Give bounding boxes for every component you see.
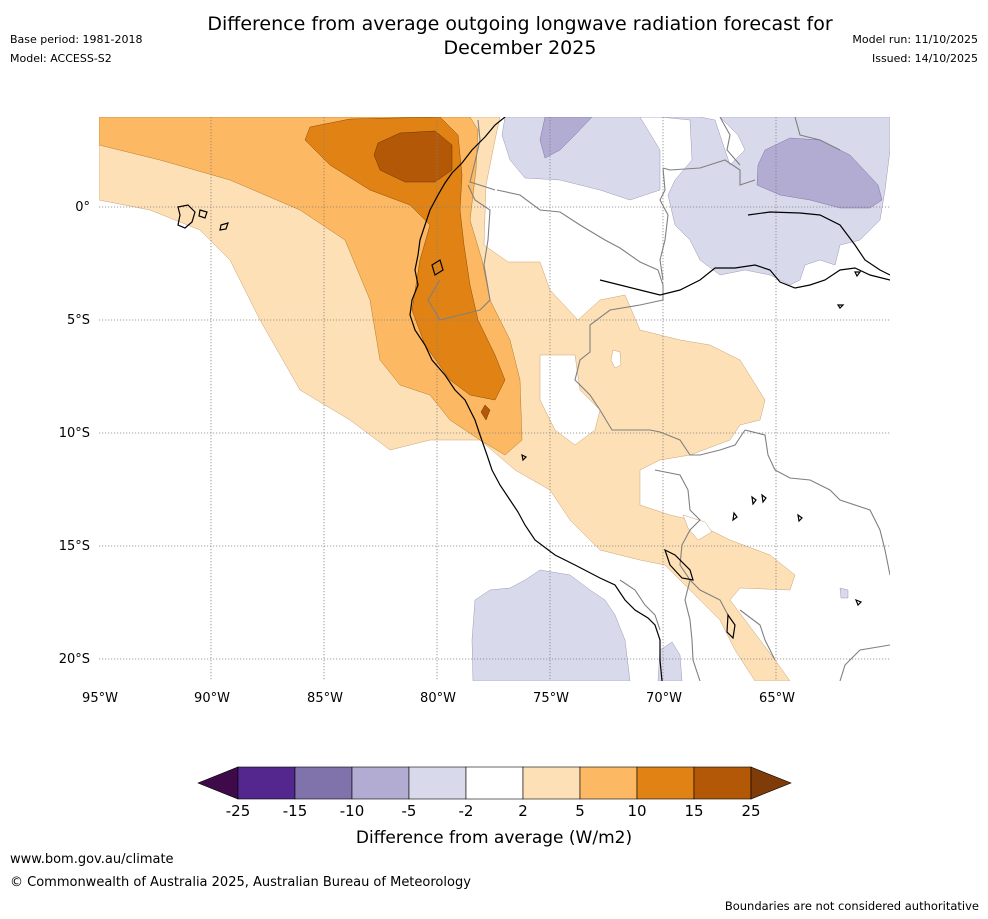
colorbar-title: Difference from average (W/m2) bbox=[356, 828, 632, 848]
anomaly-region-minus5-to-minus2 bbox=[657, 641, 683, 681]
title-line-2: December 2025 bbox=[443, 37, 597, 59]
anomaly-region-minus5-to-minus2 bbox=[839, 587, 849, 599]
lon-label: 90°W bbox=[194, 691, 230, 706]
model-run-text: Model run: 11/10/2025 bbox=[852, 33, 978, 46]
model-name-text: Model: ACCESS-S2 bbox=[10, 52, 112, 65]
title-line-1: Difference from average outgoing longwav… bbox=[207, 13, 833, 35]
lon-label: 80°W bbox=[420, 691, 456, 706]
colorbar-tick-label: 10 bbox=[627, 802, 646, 820]
issued-date-text: Issued: 14/10/2025 bbox=[871, 52, 978, 65]
lon-label: 95°W bbox=[82, 691, 118, 706]
colorbar-tick-label: -5 bbox=[402, 802, 417, 820]
colorbar-extend-high bbox=[750, 766, 792, 800]
latitude-labels: 0° 5°S 10°S 15°S 20°S bbox=[59, 200, 90, 667]
colorbar-swatch bbox=[465, 766, 524, 800]
anomaly-region-minus10-to-minus5 bbox=[539, 117, 593, 159]
colorbar-tick-label: 2 bbox=[518, 802, 528, 820]
base-period-text: Base period: 1981-2018 bbox=[10, 33, 143, 46]
lon-label: 70°W bbox=[646, 691, 682, 706]
anomaly-region-minus5-to-minus2 bbox=[501, 117, 661, 201]
near-zero-region bbox=[682, 514, 713, 541]
colorbar-swatch bbox=[636, 766, 695, 800]
anomaly-region-15-to-25 bbox=[373, 130, 453, 183]
colorbar-tick-label: 15 bbox=[684, 802, 703, 820]
lat-label: 15°S bbox=[59, 539, 90, 554]
colorbar-tick-label: 5 bbox=[575, 802, 585, 820]
lon-label: 75°W bbox=[533, 691, 569, 706]
anomaly-region-15-to-25 bbox=[480, 404, 491, 421]
colorbar-legend: -25 -15 -10 -5 -2 2 5 10 15 25 Differenc… bbox=[197, 766, 792, 848]
colorbar-swatch bbox=[294, 766, 353, 800]
colorbar-tick-label: -2 bbox=[459, 802, 474, 820]
website-link[interactable]: www.bom.gov.au/climate bbox=[10, 852, 174, 867]
colorbar-swatch bbox=[579, 766, 638, 800]
near-zero-region bbox=[610, 349, 622, 369]
colorbar-tick-label: -10 bbox=[340, 802, 365, 820]
coastline bbox=[177, 117, 890, 681]
anomaly-region-10-to-15 bbox=[304, 117, 506, 401]
map-panel bbox=[99, 117, 890, 681]
colorbar-swatch bbox=[522, 766, 581, 800]
colorbar-extend-low bbox=[197, 766, 239, 800]
lat-label: 10°S bbox=[59, 426, 90, 441]
longitude-labels: 95°W 90°W 85°W 80°W 75°W 70°W 65°W bbox=[82, 691, 795, 706]
lat-label: 0° bbox=[75, 200, 90, 215]
colorbar-tick-label: -25 bbox=[226, 802, 251, 820]
colorbar-tick-label: 25 bbox=[741, 802, 760, 820]
anomaly-region-minus5-to-minus2 bbox=[471, 569, 631, 681]
map-title: Difference from average outgoing longwav… bbox=[160, 12, 880, 60]
colorbar-swatch bbox=[408, 766, 467, 800]
near-zero-region bbox=[539, 354, 601, 446]
lat-label: 5°S bbox=[67, 313, 90, 328]
disclaimer-text: Boundaries are not considered authoritat… bbox=[724, 899, 979, 913]
lat-label: 20°S bbox=[59, 652, 90, 667]
lon-label: 65°W bbox=[759, 691, 795, 706]
country-borders bbox=[427, 117, 890, 681]
colorbar-swatch bbox=[237, 766, 296, 800]
lon-label: 85°W bbox=[307, 691, 343, 706]
copyright-text: © Commonwealth of Australia 2025, Austra… bbox=[10, 875, 471, 890]
colorbar-tick-label: -15 bbox=[283, 802, 308, 820]
colorbar-swatch bbox=[693, 766, 752, 800]
colorbar-swatch bbox=[351, 766, 410, 800]
